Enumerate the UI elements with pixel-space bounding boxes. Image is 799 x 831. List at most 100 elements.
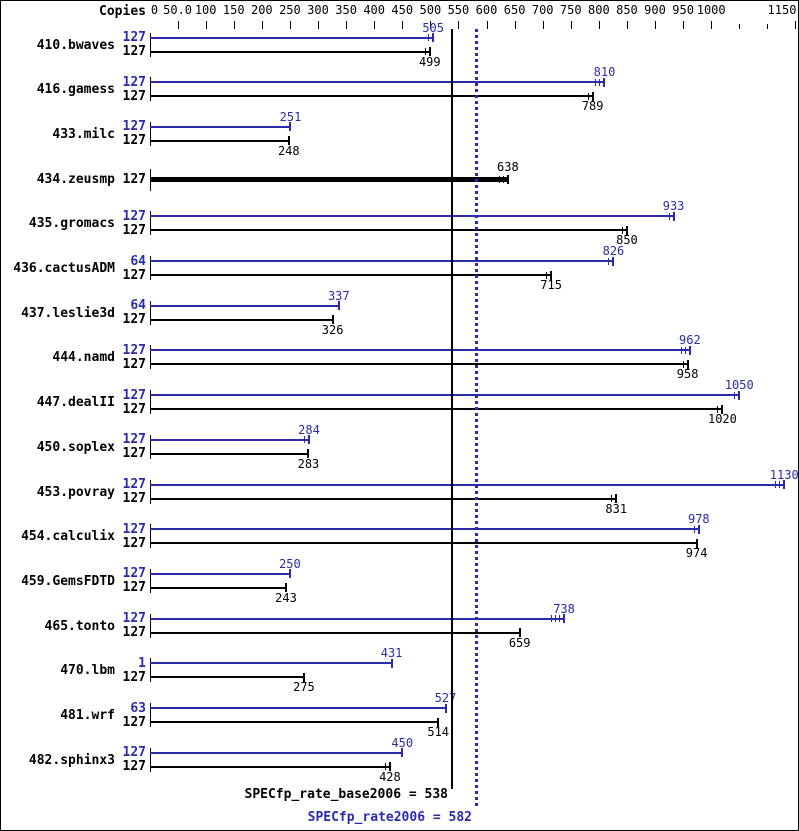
- benchmark-name: 481.wrf: [60, 708, 115, 723]
- base-copies-label: 127: [122, 401, 146, 417]
- peak-copies-label: 127: [122, 119, 146, 135]
- error-tick: [611, 495, 613, 502]
- bar-end-cap: [444, 703, 447, 713]
- x-axis-tick: [543, 21, 544, 29]
- base-copies-label: 127: [122, 714, 146, 730]
- x-axis-tick-label: 100: [194, 3, 217, 17]
- peak-bar: [150, 394, 740, 397]
- x-axis-tick: [487, 21, 488, 29]
- bar-end-cap: [401, 748, 404, 758]
- x-axis-tick-label: 450: [391, 3, 414, 17]
- error-tick: [734, 391, 736, 399]
- x-axis-tick: [711, 21, 712, 29]
- base-copies-label: 127: [122, 446, 146, 462]
- bar-start-bracket: [149, 703, 151, 727]
- error-tick: [502, 176, 504, 184]
- base-value-label: 1020: [707, 412, 737, 427]
- peak-copies-label: 127: [122, 432, 146, 448]
- peak-copies-label: 127: [122, 611, 146, 627]
- base-copies-label: 127: [122, 580, 146, 596]
- error-tick: [559, 615, 561, 623]
- benchmark-name: 436.cactusADM: [13, 261, 115, 276]
- x-axis-tick: [627, 21, 628, 29]
- base-copies-label: 127: [122, 669, 146, 685]
- bar-end-cap: [695, 538, 698, 548]
- x-axis-tick-label: 700: [531, 3, 554, 17]
- base-copies-label: 127: [122, 759, 146, 775]
- x-axis-tick: [262, 21, 263, 29]
- x-axis-minor-tick: [739, 24, 740, 29]
- error-tick: [595, 78, 597, 86]
- peak-reference-line: [475, 29, 478, 809]
- benchmark-name: 450.soplex: [36, 439, 115, 455]
- bar-end-cap: [432, 33, 435, 42]
- error-tick: [551, 615, 553, 623]
- benchmark-name: 470.lbm: [60, 663, 115, 679]
- base-bar: [150, 408, 723, 411]
- benchmark-name: 453.povray: [36, 484, 115, 500]
- x-axis-tick-label: 1150: [767, 3, 797, 17]
- base-copies-label: 127: [122, 172, 146, 188]
- x-axis-tick-label: 550: [447, 3, 470, 17]
- base-copies-label: 127: [122, 312, 146, 328]
- peak-bar: [150, 81, 605, 84]
- peak-copies-label: 127: [122, 387, 146, 403]
- bar-end-cap: [331, 315, 334, 325]
- benchmark-name: 465.tonto: [44, 618, 115, 634]
- peak-copies-label: 127: [122, 521, 146, 537]
- bar-end-cap: [738, 390, 741, 400]
- x-axis-tick-label: 1000: [696, 3, 726, 17]
- bar-end-cap: [428, 47, 431, 56]
- bar-end-cap: [284, 583, 287, 593]
- bar-end-cap: [289, 122, 292, 132]
- peak-value-label: 738: [553, 601, 575, 616]
- bar-start-bracket: [149, 32, 151, 57]
- base-value-label: 789: [581, 99, 604, 114]
- error-tick: [587, 92, 589, 100]
- peak-bar: [150, 36, 434, 39]
- bar-end-cap: [591, 91, 594, 101]
- bar-start-bracket: [149, 658, 151, 683]
- peak-value-label: 1130: [769, 467, 799, 482]
- base-value-label: 283: [297, 456, 320, 471]
- bar-end-cap: [308, 435, 311, 445]
- benchmark-name: 447.dealII: [36, 395, 115, 411]
- base-copies-label: 127: [122, 222, 146, 238]
- bar-end-cap: [688, 345, 691, 355]
- bar-end-cap: [307, 449, 310, 459]
- benchmark-name: 482.sphinx3: [28, 752, 115, 768]
- x-axis-tick-label: 950: [672, 3, 694, 17]
- base-bar: [150, 229, 627, 232]
- peak-value-label: 505: [422, 20, 444, 35]
- base-value-label: 659: [508, 635, 531, 650]
- bar-start-bracket: [149, 434, 151, 459]
- base-copies-label: 127: [122, 535, 146, 551]
- base-value-label: 850: [616, 233, 638, 248]
- x-axis-tick: [206, 21, 207, 29]
- bar-start-bracket: [149, 568, 151, 593]
- error-tick: [428, 34, 430, 41]
- benchmark-name: 444.namd: [52, 350, 115, 366]
- bar-end-cap: [697, 524, 700, 534]
- bar-start-bracket: [149, 211, 151, 236]
- base-bar: [150, 318, 333, 321]
- base-bar: [150, 497, 617, 500]
- benchmark-name: 437.leslie3d: [21, 305, 115, 321]
- bar-start-bracket: [149, 77, 151, 102]
- peak-copies-label: 127: [122, 342, 146, 358]
- bar-start-bracket: [149, 121, 151, 146]
- error-tick: [621, 226, 623, 234]
- base-copies-label: 127: [122, 267, 146, 283]
- peak-copies-label: 64: [130, 253, 146, 269]
- x-axis-tick-label: 900: [644, 3, 666, 17]
- base-copies-label: 127: [122, 44, 146, 59]
- base-bar: [150, 274, 552, 276]
- peak-bar: [150, 304, 339, 307]
- bar-end-cap: [302, 672, 305, 682]
- x-axis-tick-label: 250: [279, 3, 301, 17]
- peak-metric-label: SPECfp_rate2006 = 582: [307, 810, 472, 825]
- bar-end-cap: [721, 404, 724, 414]
- x-axis-tick-label: 500: [419, 3, 442, 17]
- error-tick: [779, 481, 781, 488]
- base-bar: [150, 586, 286, 589]
